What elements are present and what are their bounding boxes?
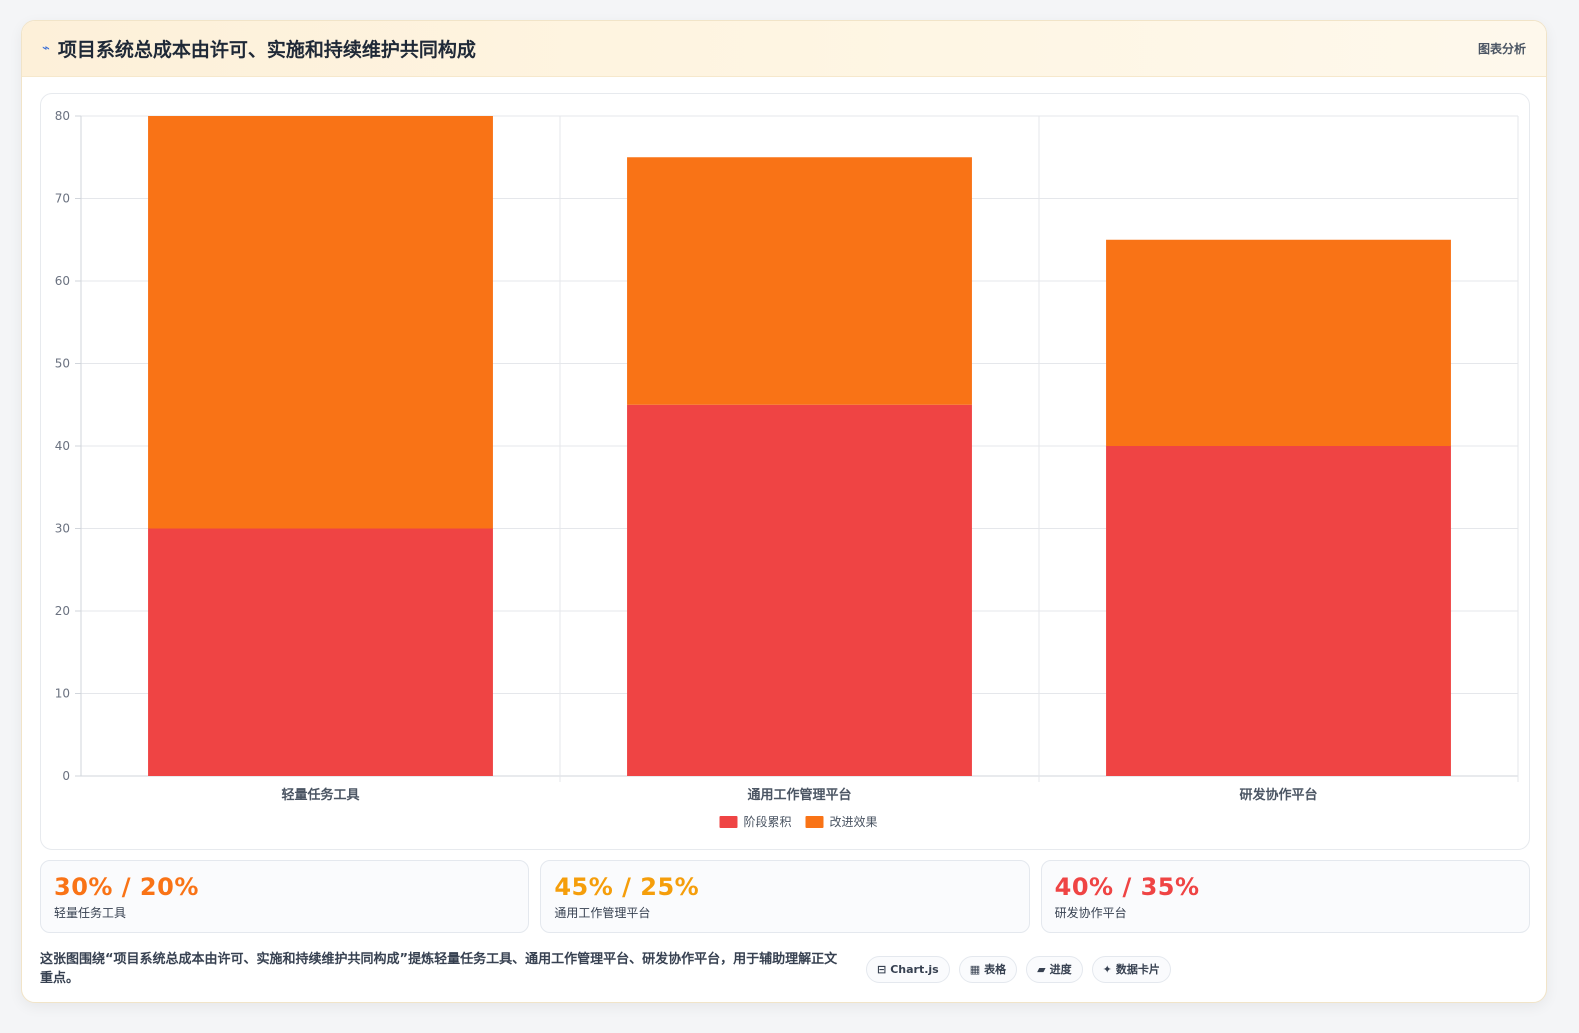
title-wrap: ⌁ 项目系统总成本由许可、实施和持续维护共同构成	[42, 35, 476, 62]
progress-icon: ▰	[1037, 962, 1046, 976]
y-tick-label: 20	[55, 604, 70, 618]
bar-segment	[1106, 239, 1451, 446]
x-tick-label: 通用工作管理平台	[747, 787, 851, 803]
legend-label: 阶段累积	[744, 814, 792, 829]
pill-label: 进度	[1049, 963, 1072, 976]
y-tick-label: 60	[55, 274, 70, 288]
stacked-bar-chart: 0 10 20 30 40 50 60 70 80 轻量任务工具 通用工作管理平台 研发协作平台阶段累…	[55, 109, 1519, 829]
legend-label: 改进效果	[830, 814, 878, 829]
y-tick-label: 70	[55, 192, 70, 206]
bar-segment	[627, 157, 972, 405]
sparkle-icon: ✦	[1102, 962, 1112, 976]
footer-description: 这张图围绕“项目系统总成本由许可、实施和持续维护共同构成”提炼轻量任务工具、通用…	[40, 952, 838, 986]
footer: 这张图围绕“项目系统总成本由许可、实施和持续维护共同构成”提炼轻量任务工具、通用…	[40, 947, 1530, 991]
y-tick-label: 0	[62, 769, 70, 783]
page-title: 项目系统总成本由许可、实施和持续维护共同构成	[57, 39, 476, 61]
stat-value: 30% / 20%	[54, 873, 199, 901]
x-tick-label: 轻量任务工具	[281, 787, 359, 803]
legend-swatch	[805, 816, 824, 828]
tag-pills: ⊟ Chart.js ▦ 表格 ▰ 进度 ✦ 数据卡片	[866, 955, 1171, 983]
y-tick-label: 30	[55, 522, 70, 536]
chart-library-icon: ⊟	[877, 962, 887, 976]
pill-label: 数据卡片	[1115, 963, 1160, 976]
stat-value: 45% / 25%	[554, 873, 700, 901]
x-tick-label: 研发协作平台	[1239, 787, 1317, 803]
pill-chartjs[interactable]: ⊟ Chart.js	[866, 955, 950, 983]
chart-container: 0 10 20 30 40 50 60 70 80 轻量任务工具 通用工作管理平台 研发协作平台阶段累…	[40, 93, 1530, 850]
bar-segment	[148, 116, 493, 529]
y-tick-label: 10	[55, 687, 70, 701]
stats-row: 30% / 20% 轻量任务工具 45% / 25% 通用工作管理平台 40% …	[40, 860, 1530, 933]
bar-segment	[627, 404, 972, 776]
pill-progress[interactable]: ▰ 进度	[1026, 955, 1083, 983]
bar-segment	[148, 528, 493, 776]
table-icon: ▦	[969, 962, 981, 976]
chart-card: ⌁ 项目系统总成本由许可、实施和持续维护共同构成 图表分析 0 10 20 30 40 5…	[21, 20, 1547, 1003]
pill-label: 表格	[984, 963, 1007, 976]
y-tick-label: 80	[55, 109, 70, 123]
legend-swatch	[719, 816, 738, 828]
stat-card: 45% / 25% 通用工作管理平台	[540, 860, 1030, 933]
stat-value: 40% / 35%	[1054, 873, 1200, 901]
stat-label: 轻量任务工具	[54, 906, 127, 920]
bar-segment	[1106, 446, 1451, 776]
y-tick-label: 40	[55, 439, 70, 453]
header-tag: 图表分析	[1477, 42, 1526, 56]
chart-icon: ⌁	[42, 41, 50, 56]
pill-label: Chart.js	[890, 962, 939, 976]
stat-card: 40% / 35% 研发协作平台	[1040, 860, 1530, 933]
pill-table[interactable]: ▦ 表格	[958, 955, 1018, 983]
y-tick-label: 50	[55, 357, 70, 371]
pill-data-card[interactable]: ✦ 数据卡片	[1091, 955, 1171, 983]
stat-label: 研发协作平台	[1054, 906, 1127, 920]
stat-label: 通用工作管理平台	[554, 906, 651, 920]
card-header: ⌁ 项目系统总成本由许可、实施和持续维护共同构成 图表分析	[22, 21, 1546, 77]
stat-card: 30% / 20% 轻量任务工具	[40, 860, 530, 933]
